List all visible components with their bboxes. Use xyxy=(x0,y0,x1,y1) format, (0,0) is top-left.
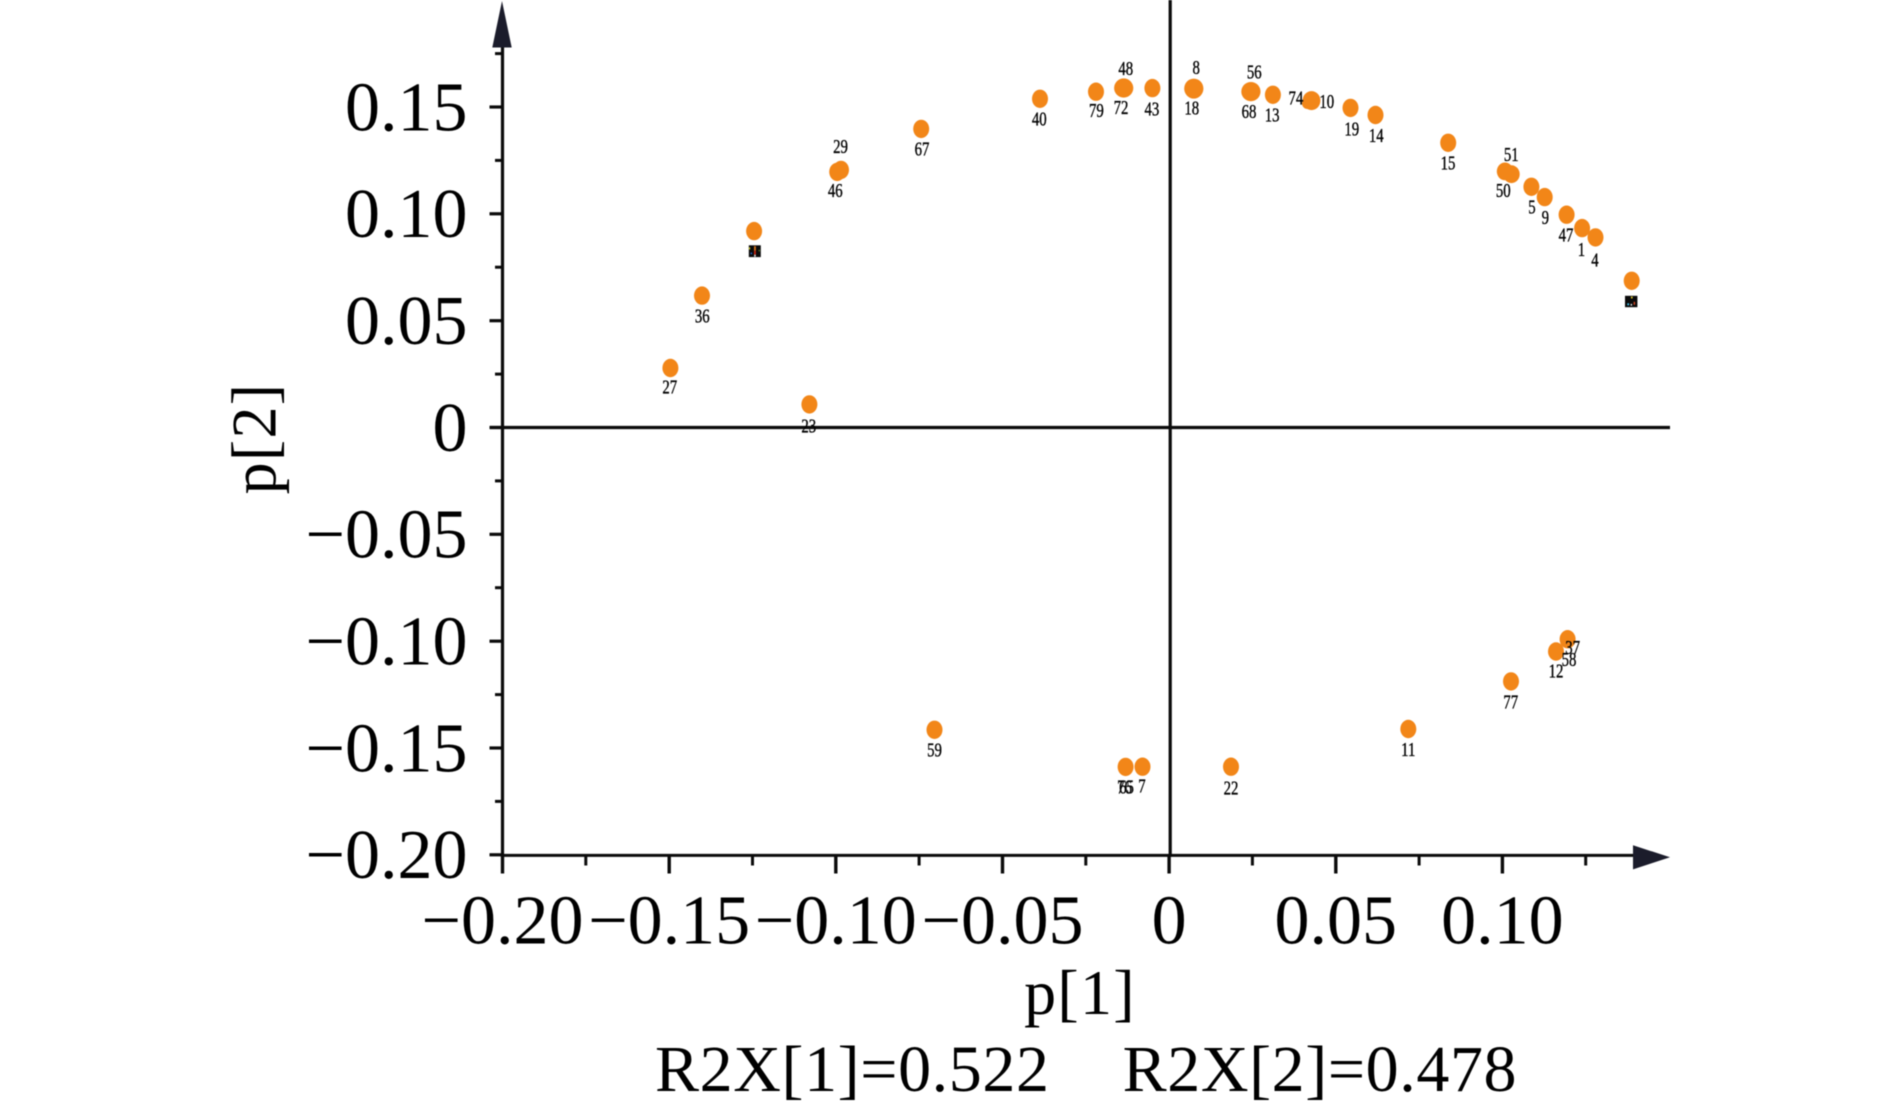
svg-text:0.05: 0.05 xyxy=(1275,883,1398,960)
svg-text:65: 65 xyxy=(1119,775,1134,798)
svg-text:−0.05: −0.05 xyxy=(306,497,468,574)
svg-text:29: 29 xyxy=(833,135,848,158)
svg-text:22: 22 xyxy=(1224,776,1239,799)
svg-text:R2X[2]=0.478: R2X[2]=0.478 xyxy=(1123,1033,1518,1106)
svg-text:0.05: 0.05 xyxy=(345,283,468,360)
svg-text:68: 68 xyxy=(1242,100,1257,123)
svg-text:67: 67 xyxy=(915,137,930,160)
svg-text:40: 40 xyxy=(1032,107,1047,130)
svg-text:−0.20: −0.20 xyxy=(422,883,584,960)
svg-text:43: 43 xyxy=(1145,97,1160,120)
svg-text:72: 72 xyxy=(1114,96,1129,119)
svg-text:18: 18 xyxy=(1184,96,1199,119)
svg-text:23: 23 xyxy=(801,415,816,438)
svg-text:77: 77 xyxy=(1503,690,1518,713)
svg-text:13: 13 xyxy=(1265,103,1280,126)
svg-text:79: 79 xyxy=(1089,99,1104,122)
svg-text:4: 4 xyxy=(1591,248,1599,271)
svg-text:15: 15 xyxy=(1441,151,1456,174)
svg-text:56: 56 xyxy=(1247,60,1262,83)
svg-text:74: 74 xyxy=(1289,86,1304,109)
svg-text:12: 12 xyxy=(1549,659,1564,682)
svg-text:p[2]: p[2] xyxy=(218,383,289,495)
svg-text:11: 11 xyxy=(1401,738,1415,761)
svg-text:7: 7 xyxy=(1138,775,1146,798)
svg-text:27: 27 xyxy=(662,375,677,398)
svg-text:1: 1 xyxy=(1578,238,1585,261)
svg-text:48: 48 xyxy=(1118,57,1133,80)
svg-text:−0.10: −0.10 xyxy=(306,604,468,681)
svg-text:36: 36 xyxy=(695,305,710,328)
svg-text:0.10: 0.10 xyxy=(1441,883,1564,960)
svg-text:0: 0 xyxy=(1152,883,1187,960)
svg-text:37: 37 xyxy=(1565,636,1580,659)
svg-text:47: 47 xyxy=(1559,223,1574,246)
svg-text:0: 0 xyxy=(433,390,468,467)
svg-text:5: 5 xyxy=(1528,196,1536,219)
svg-text:0.15: 0.15 xyxy=(345,69,468,146)
svg-text:59: 59 xyxy=(927,738,942,761)
svg-text:0.10: 0.10 xyxy=(345,176,468,253)
svg-text:19: 19 xyxy=(1344,117,1359,140)
svg-text:−0.15: −0.15 xyxy=(588,883,750,960)
svg-text:−0.10: −0.10 xyxy=(755,883,917,960)
svg-text:76: 76 xyxy=(1117,775,1132,798)
svg-text:8: 8 xyxy=(1192,56,1200,79)
svg-text:14: 14 xyxy=(1369,124,1384,147)
svg-text:50: 50 xyxy=(1496,179,1511,202)
svg-text:−0.05: −0.05 xyxy=(922,883,1084,960)
svg-text:51: 51 xyxy=(1504,143,1519,166)
svg-text:−0.15: −0.15 xyxy=(306,710,468,787)
svg-text:58: 58 xyxy=(1562,648,1577,671)
svg-text:−0.20: −0.20 xyxy=(306,817,468,894)
svg-text:10: 10 xyxy=(1319,90,1334,113)
svg-text:R2X[1]=0.522: R2X[1]=0.522 xyxy=(655,1033,1050,1106)
svg-text:p[1]: p[1] xyxy=(1024,957,1136,1028)
svg-text:46: 46 xyxy=(828,179,843,202)
svg-text:9: 9 xyxy=(1542,206,1550,229)
